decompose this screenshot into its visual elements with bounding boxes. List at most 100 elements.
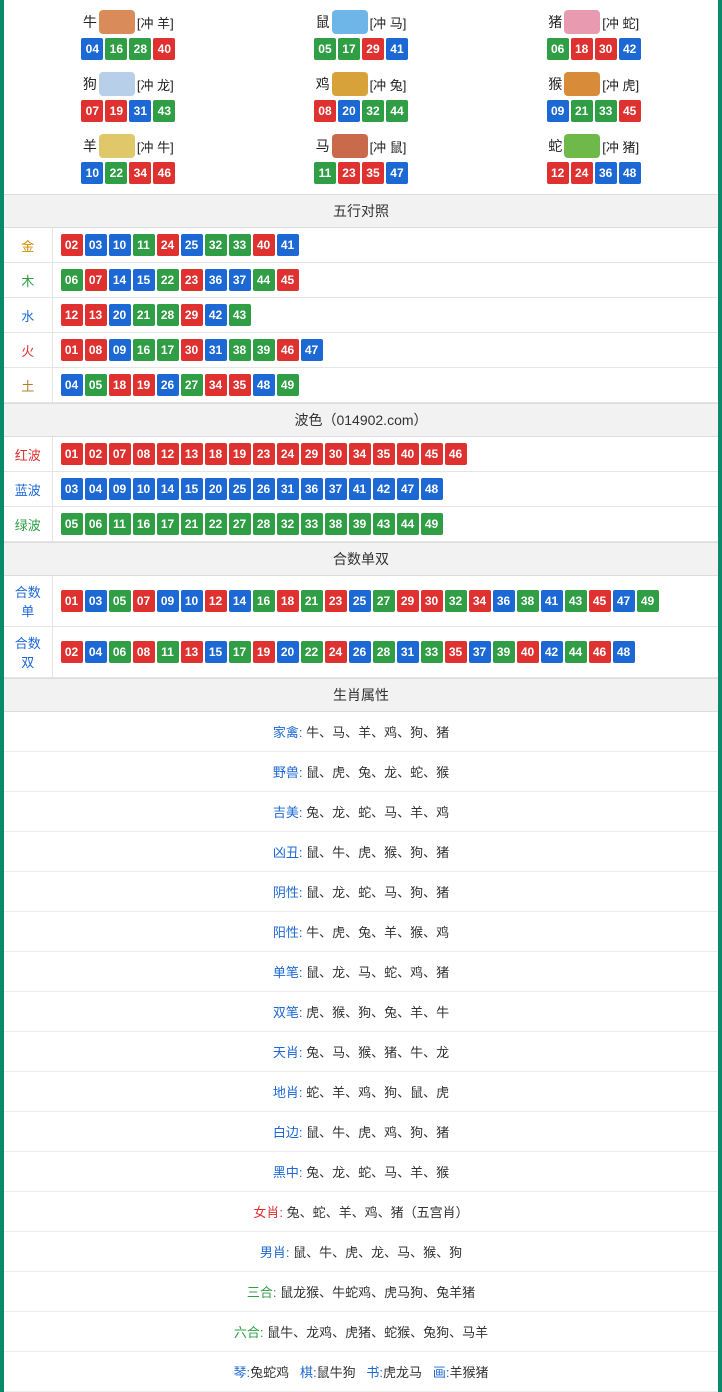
zodiac-numbers: 12243648: [477, 162, 710, 184]
number-ball: 27: [373, 590, 395, 612]
attr-value: 鼠、牛、虎、鸡、狗、猪: [306, 1125, 449, 1140]
zodiac-grid: 牛 [冲 羊] 04162840 鼠 [冲 马] 05172941 猪 [冲 蛇…: [4, 0, 718, 194]
zodiac-name: 猴: [548, 74, 562, 94]
table-row: 红波 0102070812131819232429303435404546: [4, 437, 718, 472]
row-label: 金: [4, 228, 52, 263]
zodiac-cell: 羊 [冲 牛] 10223446: [12, 128, 245, 190]
number-ball: 18: [205, 443, 227, 465]
zodiac-icon: [332, 10, 368, 34]
number-ball: 31: [205, 339, 227, 361]
row-label: 绿波: [4, 507, 52, 542]
zodiac-header: 马 [冲 鼠]: [245, 134, 478, 158]
number-ball: 03: [85, 234, 107, 256]
number-ball: 38: [325, 513, 347, 535]
attr-value: 牛、马、羊、鸡、狗、猪: [306, 725, 449, 740]
attr-row: 凶丑: 鼠、牛、虎、猴、狗、猪: [4, 832, 718, 872]
attr-key: 琴:: [233, 1365, 250, 1380]
zodiac-cell: 蛇 [冲 猪] 12243648: [477, 128, 710, 190]
zodiac-icon: [564, 134, 600, 158]
row-numbers: 1213202128294243: [52, 298, 718, 333]
zodiac-numbers: 07193143: [12, 100, 245, 122]
number-ball: 33: [421, 641, 443, 663]
number-ball: 23: [338, 162, 360, 184]
number-ball: 16: [253, 590, 275, 612]
number-ball: 14: [157, 478, 179, 500]
attr-key: 单笔:: [273, 965, 303, 980]
attr-value: 兔、蛇、羊、鸡、猪（五宫肖）: [287, 1205, 469, 1220]
number-ball: 13: [85, 304, 107, 326]
number-ball: 39: [493, 641, 515, 663]
number-ball: 24: [325, 641, 347, 663]
number-ball: 12: [205, 590, 227, 612]
zodiac-name: 羊: [83, 136, 97, 156]
number-ball: 24: [157, 234, 179, 256]
table-row: 土 04051819262734354849: [4, 368, 718, 403]
number-ball: 24: [277, 443, 299, 465]
number-ball: 04: [61, 374, 83, 396]
number-ball: 45: [277, 269, 299, 291]
attr-value: 牛、虎、兔、羊、猴、鸡: [306, 925, 449, 940]
attr-value: 鼠、龙、蛇、马、狗、猪: [306, 885, 449, 900]
number-ball: 34: [205, 374, 227, 396]
zodiac-header: 牛 [冲 羊]: [12, 10, 245, 34]
number-ball: 49: [421, 513, 443, 535]
zodiac-header: 鸡 [冲 兔]: [245, 72, 478, 96]
number-ball: 38: [517, 590, 539, 612]
attr-row: 三合: 鼠龙猴、牛蛇鸡、虎马狗、兔羊猪: [4, 1272, 718, 1312]
number-ball: 45: [619, 100, 641, 122]
zodiac-numbers: 10223446: [12, 162, 245, 184]
number-ball: 44: [386, 100, 408, 122]
number-ball: 22: [205, 513, 227, 535]
number-ball: 21: [181, 513, 203, 535]
attr-row: 吉美: 兔、龙、蛇、马、羊、鸡: [4, 792, 718, 832]
number-ball: 10: [81, 162, 103, 184]
row-label: 木: [4, 263, 52, 298]
number-ball: 09: [157, 590, 179, 612]
number-ball: 32: [362, 100, 384, 122]
number-ball: 01: [61, 339, 83, 361]
number-ball: 22: [105, 162, 127, 184]
attr-row: 单笔: 鼠、龙、马、蛇、鸡、猪: [4, 952, 718, 992]
number-ball: 37: [229, 269, 251, 291]
table-row: 蓝波 03040910141520252631363741424748: [4, 472, 718, 507]
number-ball: 41: [277, 234, 299, 256]
zodiac-numbers: 08203244: [245, 100, 478, 122]
attr-key: 野兽:: [273, 765, 303, 780]
zodiac-icon: [99, 10, 135, 34]
number-ball: 07: [85, 269, 107, 291]
zodiac-name: 鸡: [316, 74, 330, 94]
number-ball: 31: [277, 478, 299, 500]
number-ball: 24: [571, 162, 593, 184]
number-ball: 02: [61, 641, 83, 663]
row-numbers: 02031011242532334041: [52, 228, 718, 263]
number-ball: 06: [61, 269, 83, 291]
number-ball: 14: [229, 590, 251, 612]
page-wrap: 牛 [冲 羊] 04162840 鼠 [冲 马] 05172941 猪 [冲 蛇…: [0, 0, 722, 1392]
zodiac-icon: [332, 72, 368, 96]
number-ball: 13: [181, 641, 203, 663]
number-ball: 07: [109, 443, 131, 465]
attr-key: 女肖:: [253, 1205, 283, 1220]
number-ball: 23: [181, 269, 203, 291]
attr-key: 天肖:: [273, 1045, 303, 1060]
number-ball: 35: [362, 162, 384, 184]
zodiac-name: 马: [316, 136, 330, 156]
number-ball: 46: [589, 641, 611, 663]
number-ball: 31: [129, 100, 151, 122]
row-numbers: 04051819262734354849: [52, 368, 718, 403]
attr-value: 虎龙马: [383, 1365, 422, 1380]
section-header-attrs: 生肖属性: [4, 678, 718, 712]
number-ball: 09: [109, 478, 131, 500]
table-row: 合数单 010305070910121416182123252729303234…: [4, 576, 718, 627]
attr-value: 鼠、牛、虎、猴、狗、猪: [306, 845, 449, 860]
number-ball: 08: [133, 443, 155, 465]
number-ball: 16: [133, 513, 155, 535]
number-ball: 33: [301, 513, 323, 535]
zodiac-clash: [冲 羊]: [137, 13, 174, 32]
number-ball: 05: [85, 374, 107, 396]
zodiac-clash: [冲 猪]: [602, 137, 639, 156]
attr-row: 野兽: 鼠、虎、兔、龙、蛇、猴: [4, 752, 718, 792]
number-ball: 47: [397, 478, 419, 500]
number-ball: 15: [205, 641, 227, 663]
number-ball: 09: [547, 100, 569, 122]
